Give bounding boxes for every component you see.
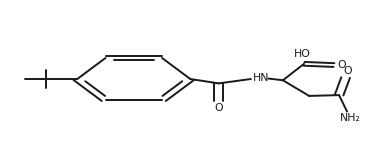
Text: HN: HN <box>253 73 269 83</box>
Text: O: O <box>338 60 346 70</box>
Text: NH₂: NH₂ <box>340 113 361 123</box>
Text: O: O <box>214 103 223 113</box>
Text: HO: HO <box>294 49 311 59</box>
Text: O: O <box>343 66 352 76</box>
